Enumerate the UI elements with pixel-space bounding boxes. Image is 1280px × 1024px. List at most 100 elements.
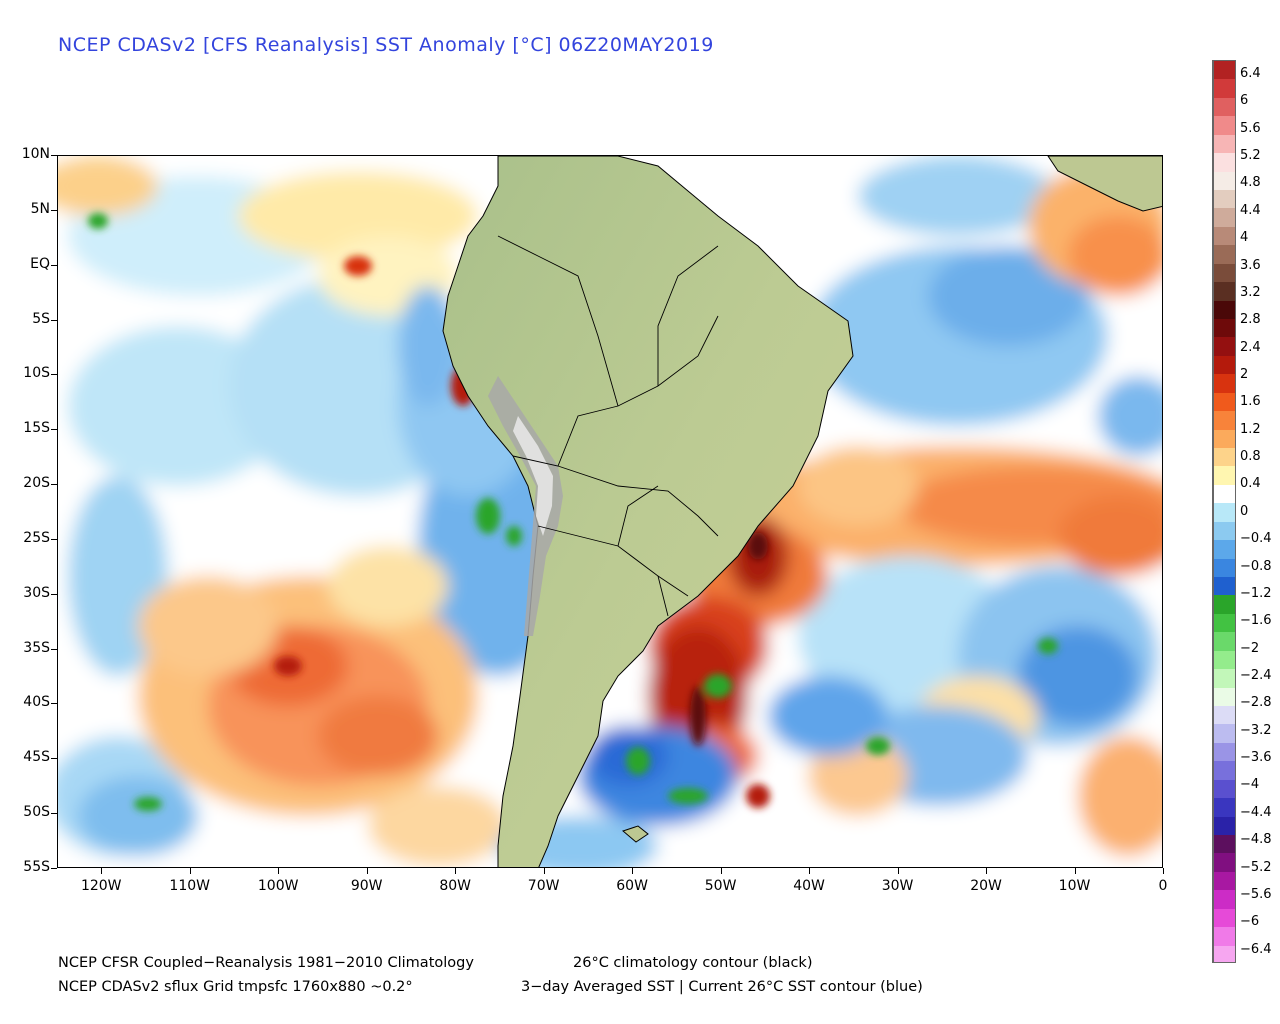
lat-tick <box>51 209 57 211</box>
colorbar-label: −3.2 <box>1240 722 1272 738</box>
colorbar-swatch <box>1213 669 1235 689</box>
lat-tick <box>51 593 57 595</box>
colorbar-label: −0.8 <box>1240 558 1272 574</box>
lat-label: 5N <box>30 200 50 217</box>
colorbar-swatch <box>1213 319 1235 338</box>
colorbar-swatch <box>1213 853 1235 873</box>
colorbar-swatch <box>1213 97 1235 117</box>
colorbar-swatch <box>1213 595 1235 615</box>
lat-tick <box>51 155 57 156</box>
lon-tick <box>720 868 722 874</box>
colorbar-swatch <box>1213 245 1235 265</box>
colorbar-label: 2.4 <box>1240 339 1261 355</box>
lat-label: 45S <box>23 749 50 766</box>
lon-label: 10W <box>1058 878 1091 894</box>
lon-tick <box>632 868 634 874</box>
lat-tick <box>51 813 57 815</box>
lat-label: 15S <box>23 420 50 437</box>
lat-label: EQ <box>30 255 50 272</box>
colorbar-swatch <box>1213 577 1235 596</box>
lon-label: 50W <box>704 878 737 894</box>
lon-tick <box>189 868 191 874</box>
colorbar-label: −4.4 <box>1240 804 1272 820</box>
lat-label: 50S <box>23 804 50 821</box>
colorbar-label: −2.4 <box>1240 668 1272 683</box>
colorbar-label: 4 <box>1240 230 1249 246</box>
colorbar-swatch <box>1213 153 1235 173</box>
colorbar-label: −6 <box>1240 914 1260 930</box>
colorbar-label: −5.2 <box>1240 859 1272 875</box>
lat-label: 10S <box>23 365 50 382</box>
colorbar-swatch <box>1213 503 1235 523</box>
lon-tick <box>543 868 545 874</box>
colorbar-swatch <box>1213 816 1235 836</box>
colorbar-swatch <box>1213 337 1235 357</box>
lon-label: 30W <box>881 878 914 894</box>
colorbar-swatch <box>1213 908 1235 928</box>
lat-tick <box>51 703 57 705</box>
colorbar-swatch <box>1213 558 1235 578</box>
colorbar-label: −2.8 <box>1240 695 1272 711</box>
colorbar-swatch <box>1213 927 1235 947</box>
lon-tick <box>1074 868 1076 874</box>
lat-label: 55S <box>23 859 50 875</box>
colorbar-label: 1.6 <box>1240 394 1261 410</box>
colorbar-label: 2 <box>1240 367 1249 382</box>
lat-tick <box>51 538 57 540</box>
colorbar-swatch <box>1213 724 1235 744</box>
footer-line2-right: 3−day Averaged SST | Current 26°C SST co… <box>521 979 923 995</box>
colorbar-swatch <box>1213 171 1235 191</box>
colorbar-label: −3.6 <box>1240 750 1272 766</box>
colorbar-label: 5.2 <box>1240 148 1261 164</box>
lon-label: 120W <box>80 878 122 894</box>
lon-tick <box>809 868 811 874</box>
colorbar-label: 0.4 <box>1240 476 1261 492</box>
colorbar-label: −1.2 <box>1240 585 1272 601</box>
colorbar-label: 0 <box>1240 503 1249 519</box>
colorbar-swatch <box>1213 448 1235 467</box>
lat-label: 25S <box>23 529 50 546</box>
colorbar-swatch <box>1213 521 1235 541</box>
colorbar-swatch <box>1213 116 1235 136</box>
colorbar-swatch <box>1213 466 1235 486</box>
lat-label: 20S <box>23 475 50 492</box>
lat-tick <box>51 758 57 760</box>
lat-tick <box>51 484 57 486</box>
sst-anomaly-map <box>57 155 1163 868</box>
footer-line1-left: NCEP CFSR Coupled−Reanalysis 1981−2010 C… <box>58 955 474 971</box>
colorbar-swatch <box>1213 706 1235 725</box>
colorbar-swatch <box>1213 650 1235 670</box>
colorbar-swatch <box>1213 632 1235 652</box>
colorbar-swatch <box>1213 411 1235 431</box>
andes-snow <box>513 416 553 536</box>
colorbar-label: −0.4 <box>1240 531 1272 547</box>
colorbar-swatch <box>1213 282 1235 302</box>
south-america-land <box>442 156 854 867</box>
colorbar-label: 4.4 <box>1240 202 1261 218</box>
colorbar-swatch <box>1213 761 1235 781</box>
lon-tick <box>897 868 899 874</box>
colorbar-label: 5.6 <box>1240 120 1261 136</box>
colorbar-swatch <box>1213 890 1235 910</box>
colorbar-swatch <box>1213 190 1235 209</box>
colorbar-swatch <box>1213 263 1235 283</box>
colorbar-swatch <box>1213 613 1235 633</box>
footer-line1-right: 26°C climatology contour (black) <box>573 955 813 971</box>
lon-tick <box>278 868 280 874</box>
lon-label: 20W <box>970 878 1002 894</box>
colorbar-label: 4.8 <box>1240 175 1261 191</box>
colorbar-label: 6.4 <box>1240 66 1261 81</box>
lon-label: 90W <box>350 878 383 894</box>
colorbar-label: 3.6 <box>1240 257 1261 273</box>
lon-label: 80W <box>439 878 471 894</box>
colorbar-label: −1.6 <box>1240 613 1272 629</box>
colorbar-swatch <box>1213 300 1235 320</box>
colorbar-swatch <box>1213 355 1235 375</box>
lat-tick <box>51 429 57 431</box>
lon-tick <box>455 868 457 874</box>
colorbar-label: 0.8 <box>1240 449 1261 465</box>
colorbar-label: −6.4 <box>1240 941 1272 957</box>
footer-line2-left: NCEP CDASv2 sflux Grid tmpsfc 1760x880 ~… <box>58 979 413 995</box>
lon-tick <box>366 868 368 874</box>
falkland-islands <box>621 825 649 843</box>
